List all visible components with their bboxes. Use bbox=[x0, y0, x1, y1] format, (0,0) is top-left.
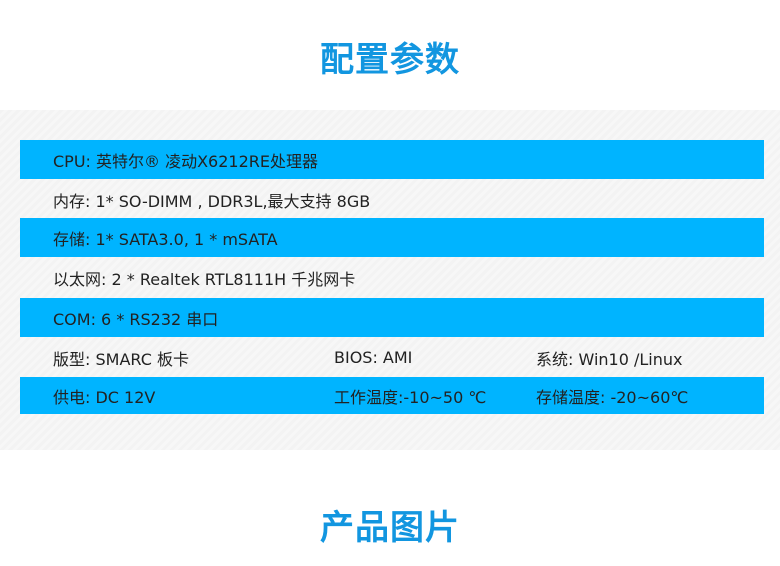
spec-row-storage: 存储: 1* SATA3.0, 1 * mSATA bbox=[20, 218, 764, 257]
spec-row-com: COM: 6 * RS232 串口 bbox=[20, 298, 764, 337]
spec-bios: BIOS: AMI bbox=[334, 348, 413, 367]
spec-memory: 内存: 1* SO-DIMM , DDR3L,最大支持 8GB bbox=[53, 191, 371, 211]
spec-row-power: 供电: DC 12V 工作温度:-10~50 ℃ 存储温度: -20~60℃ bbox=[20, 377, 764, 414]
spec-row-cpu: CPU: 英特尔® 凌动X6212RE处理器 bbox=[20, 140, 764, 179]
spec-panel: CPU: 英特尔® 凌动X6212RE处理器 内存: 1* SO-DIMM , … bbox=[0, 110, 780, 450]
section-title: 配置参数 bbox=[320, 40, 460, 80]
spec-row-memory: 内存: 1* SO-DIMM , DDR3L,最大支持 8GB bbox=[20, 180, 764, 219]
spec-storage-temp: 存储温度: -20~60℃ bbox=[536, 387, 689, 407]
spec-storage: 存储: 1* SATA3.0, 1 * mSATA bbox=[53, 229, 278, 249]
spec-row-ethernet: 以太网: 2 * Realtek RTL8111H 千兆网卡 bbox=[20, 258, 764, 297]
spec-row-board: 版型: SMARC 板卡 BIOS: AMI 系统: Win10 /Linux bbox=[20, 338, 764, 377]
spec-com: COM: 6 * RS232 串口 bbox=[53, 309, 219, 329]
spec-cpu: CPU: 英特尔® 凌动X6212RE处理器 bbox=[53, 151, 319, 171]
spec-os: 系统: Win10 /Linux bbox=[536, 349, 683, 369]
spec-operating-temp: 工作温度:-10~50 ℃ bbox=[334, 387, 487, 407]
next-section-title: 产品图片 bbox=[320, 508, 460, 548]
spec-power: 供电: DC 12V bbox=[53, 387, 156, 407]
spec-form-factor: 版型: SMARC 板卡 bbox=[53, 349, 189, 369]
spec-ethernet: 以太网: 2 * Realtek RTL8111H 千兆网卡 bbox=[53, 269, 356, 289]
